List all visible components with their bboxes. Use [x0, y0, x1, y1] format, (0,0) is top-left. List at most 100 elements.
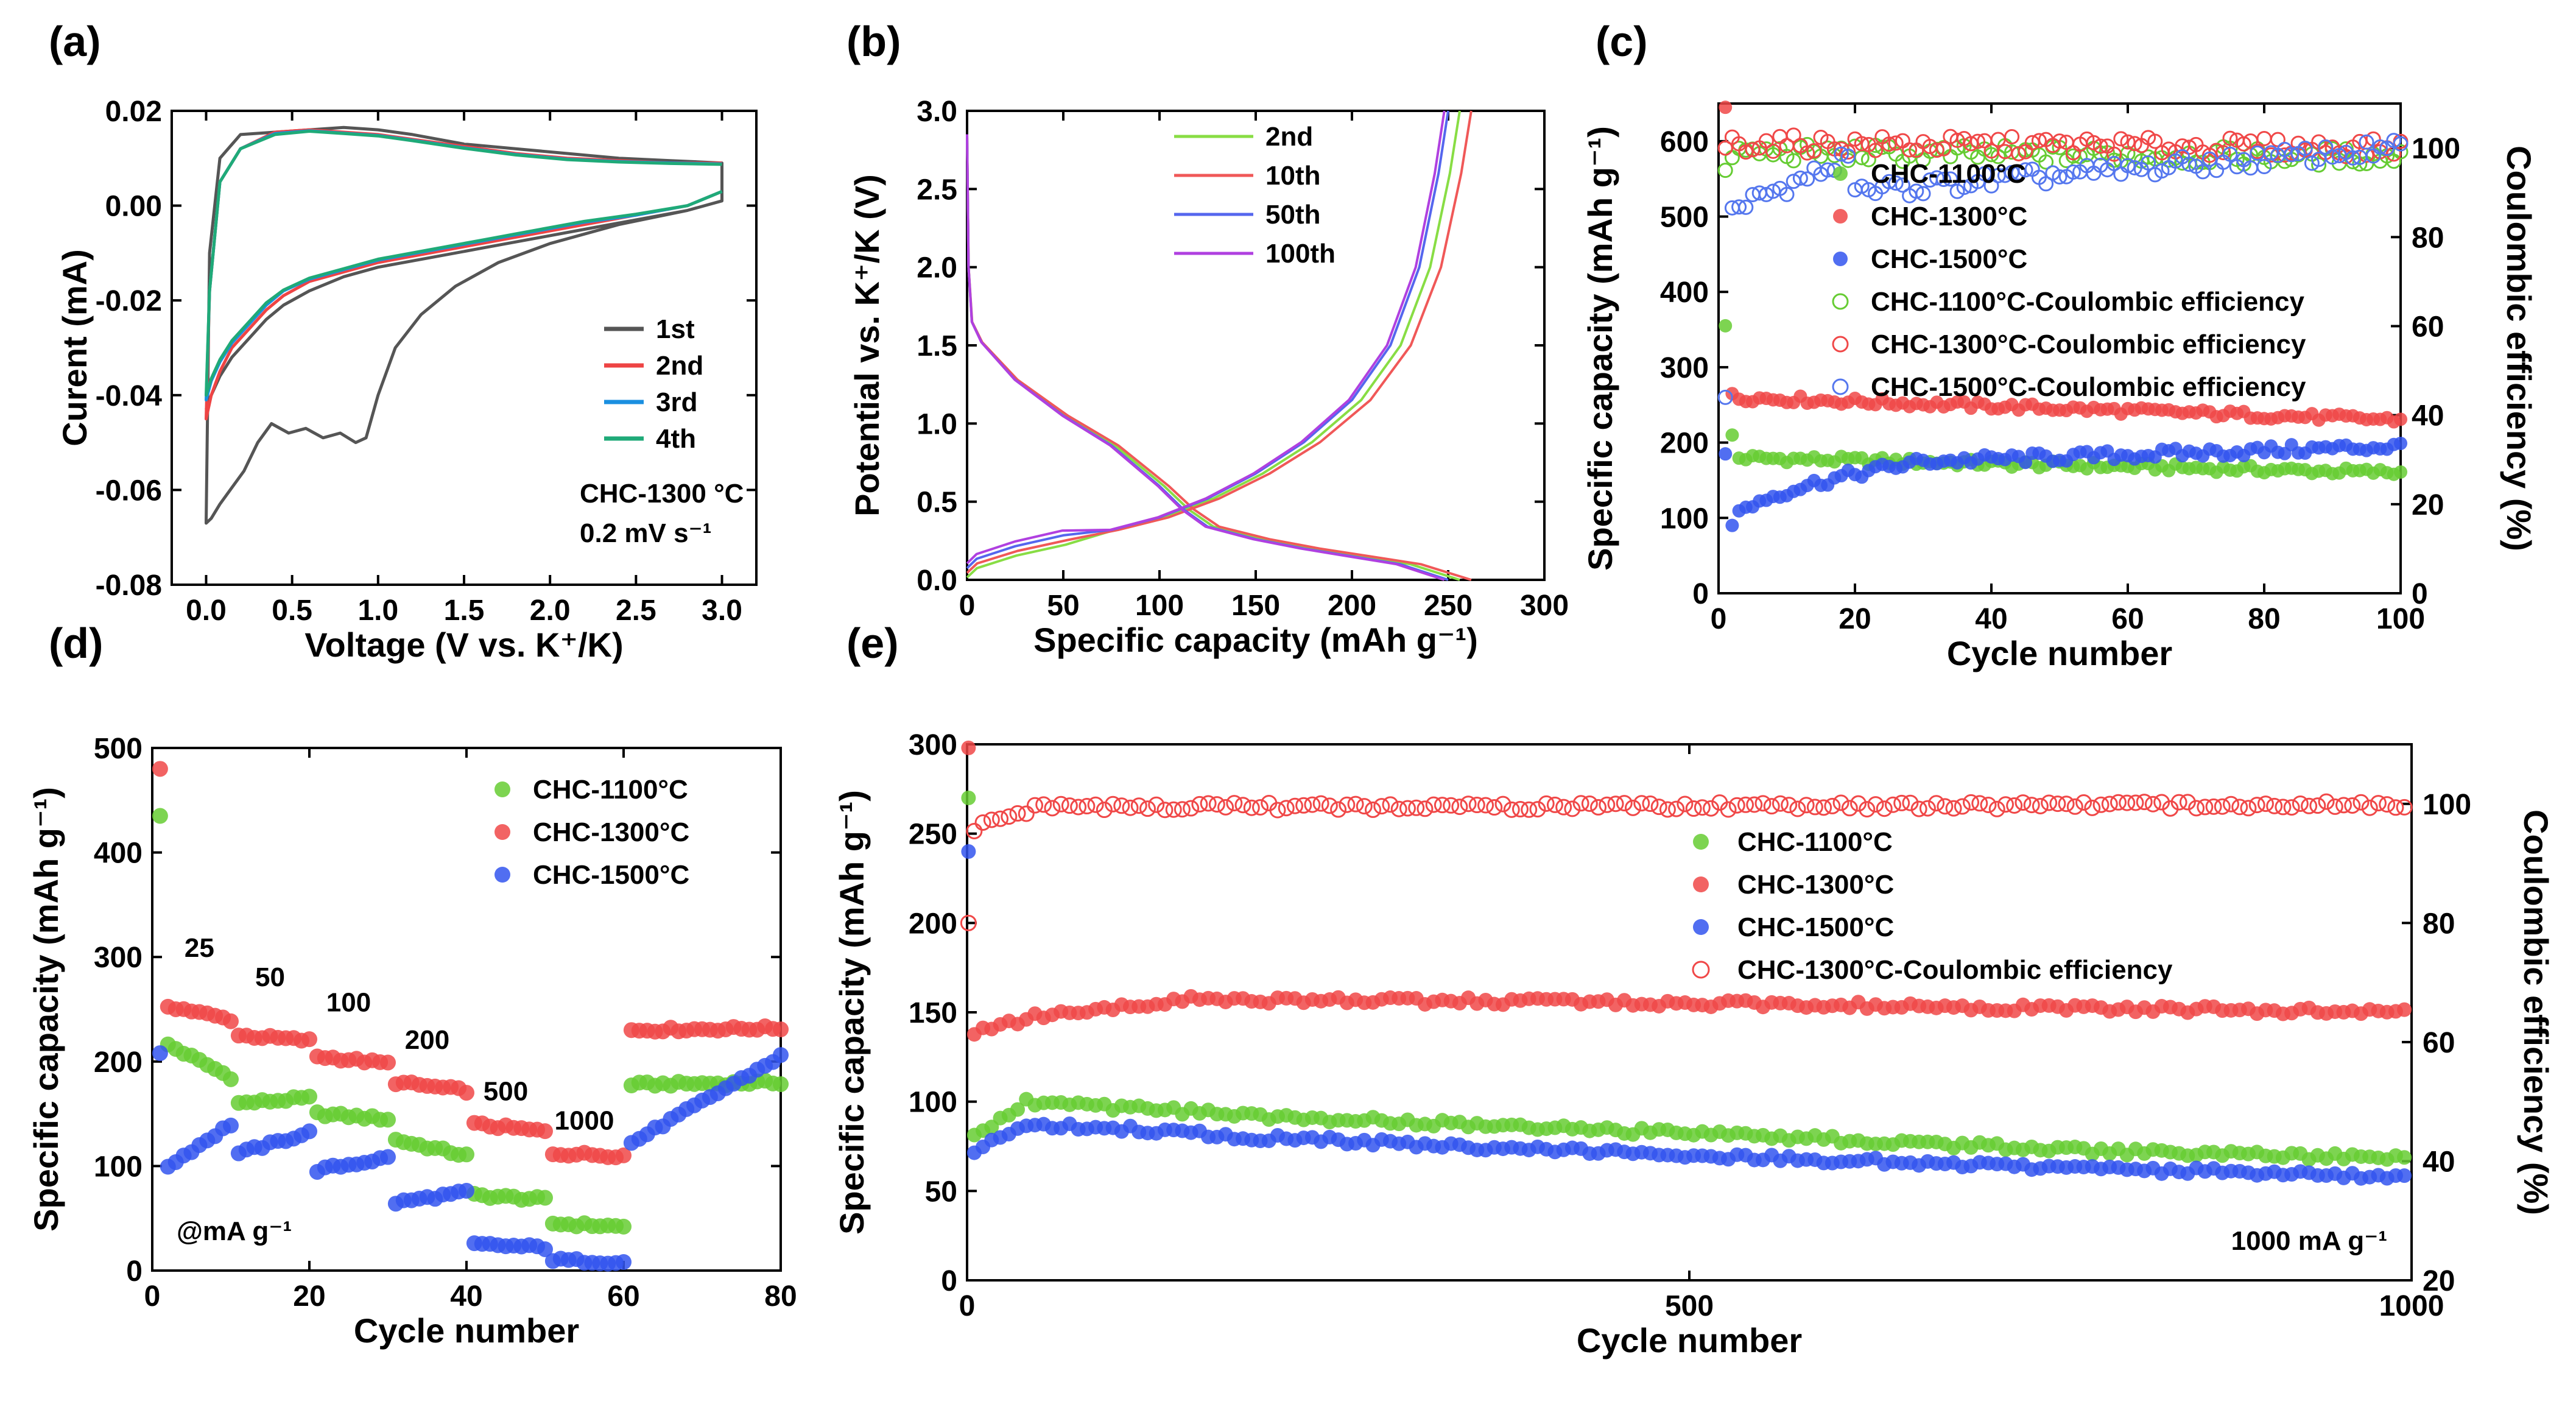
point-long: [1339, 796, 1356, 813]
legend-marker: [1692, 961, 1710, 979]
point-ce: [1956, 180, 1972, 196]
cv-curve-3rd: [205, 129, 723, 402]
cv-curve-1st: [205, 125, 723, 525]
point-ce: [2393, 136, 2409, 152]
point-long: [1546, 796, 1563, 813]
point-long: [1208, 796, 1225, 813]
point-long: [1477, 797, 1494, 814]
point-long: [1165, 801, 1182, 818]
charge-curve-50th: [966, 110, 1449, 570]
x-axis-title: Cycle number: [1947, 634, 2172, 672]
point-long: [1511, 801, 1529, 818]
point-rate: [301, 1031, 317, 1048]
y-tick-label: -0.06: [96, 474, 162, 507]
charge-curve-10th: [966, 110, 1473, 574]
y-tick-label: 300: [909, 729, 957, 761]
point-long: [1191, 795, 1208, 813]
point-cap: [1725, 518, 1739, 532]
point-ce: [2256, 159, 2272, 175]
point-long: [1772, 795, 1789, 812]
y2-tick-label: 0: [2412, 578, 2428, 610]
point-ce: [1936, 141, 1952, 157]
x-axis-title: Cycle number: [354, 1311, 579, 1350]
point-ce: [2127, 136, 2142, 152]
rate-label: 500: [484, 1076, 528, 1106]
point-cap: [2394, 436, 2407, 450]
point-long: [1703, 800, 1720, 817]
point-ce: [1902, 142, 1918, 158]
point-ce: [1758, 186, 1774, 202]
x-tick-label: 1.5: [444, 594, 485, 627]
rate-label: 1000: [555, 1106, 614, 1135]
point-rate: [773, 1021, 789, 1038]
point-rate: [459, 1183, 474, 1199]
point-long: [1841, 800, 1858, 817]
point-long: [2292, 795, 2309, 812]
point-long: [1079, 798, 1096, 815]
point-long: [1884, 796, 1901, 813]
point-long: [1399, 800, 1416, 817]
point-ce: [1983, 178, 1999, 194]
point-long: [2335, 797, 2353, 814]
point-rate: [223, 1071, 239, 1087]
rate-unit-note: @mA g⁻¹: [177, 1216, 292, 1246]
point-long: [1026, 797, 1043, 814]
point-rate: [773, 1047, 789, 1063]
discharge-curve-50th: [966, 134, 1449, 581]
point-long: [2396, 799, 2413, 816]
point-rate: [301, 1088, 317, 1105]
point-rate: [773, 1076, 789, 1092]
legend-marker: [494, 824, 510, 840]
legend-label: CHC-1300°C-Coulombic efficiency: [1737, 955, 2173, 985]
cv-curve-4th: [205, 130, 723, 397]
point-long: [1815, 799, 1832, 816]
plot-frame: [171, 110, 758, 586]
legend-label: CHC-1100°C: [533, 775, 688, 805]
point-ce: [1745, 142, 1761, 158]
point-long: [1677, 795, 1694, 813]
point-long: [2344, 797, 2361, 814]
x-tick-label: 20: [1839, 603, 1871, 635]
point-long: [2301, 797, 2318, 814]
x-tick-label: 60: [2111, 603, 2144, 635]
point-long: [2041, 794, 2058, 811]
point-long: [1217, 799, 1234, 816]
point-long: [1555, 799, 1572, 816]
legend-marker: [1693, 834, 1709, 850]
y-axis-title: Curent (mA): [55, 249, 94, 446]
point-ce: [1909, 183, 1924, 199]
point-rate: [380, 1149, 396, 1165]
charge-curve-100th: [966, 110, 1446, 565]
panel-label-b: (b): [846, 18, 901, 65]
point-ce: [1888, 175, 1904, 191]
x-tick-label: 150: [1231, 590, 1280, 622]
point-cap: [1719, 447, 1733, 461]
point-ce: [1840, 148, 1856, 164]
point-long: [1321, 797, 1338, 814]
point-ce: [2256, 130, 2272, 146]
point-long: [1893, 794, 1910, 811]
point-long: [1001, 808, 1018, 825]
point-rate: [537, 1190, 553, 1206]
point-ce: [1731, 199, 1747, 215]
point-long: [2223, 795, 2239, 813]
point-ce: [2106, 146, 2122, 162]
point-long: [1408, 799, 1425, 816]
point-long: [1503, 801, 1520, 818]
point-ce: [2120, 158, 2136, 174]
point-long: [1720, 801, 1737, 818]
y-axis-title: Specific capacity (mAh g⁻¹): [27, 787, 65, 1232]
point-long: [2006, 797, 2023, 814]
x-tick-label: 500: [1665, 1290, 1714, 1322]
point-rate: [152, 808, 168, 824]
point-ce: [1800, 171, 1815, 187]
y-tick-label: 300: [94, 942, 143, 974]
point-long: [1494, 795, 1511, 813]
point-long: [1590, 799, 1607, 816]
point-long: [1148, 796, 1165, 813]
chart-a: 0.0 0.5 1.0 1.5 2.0 2.5 3.0 -0.08 -0.06 -0.04 -0.0…: [55, 96, 758, 664]
point-long: [1737, 796, 1754, 813]
point-ce: [2181, 157, 2197, 172]
y-tick-label: 400: [1660, 277, 1709, 309]
point-ce: [2052, 169, 2067, 185]
